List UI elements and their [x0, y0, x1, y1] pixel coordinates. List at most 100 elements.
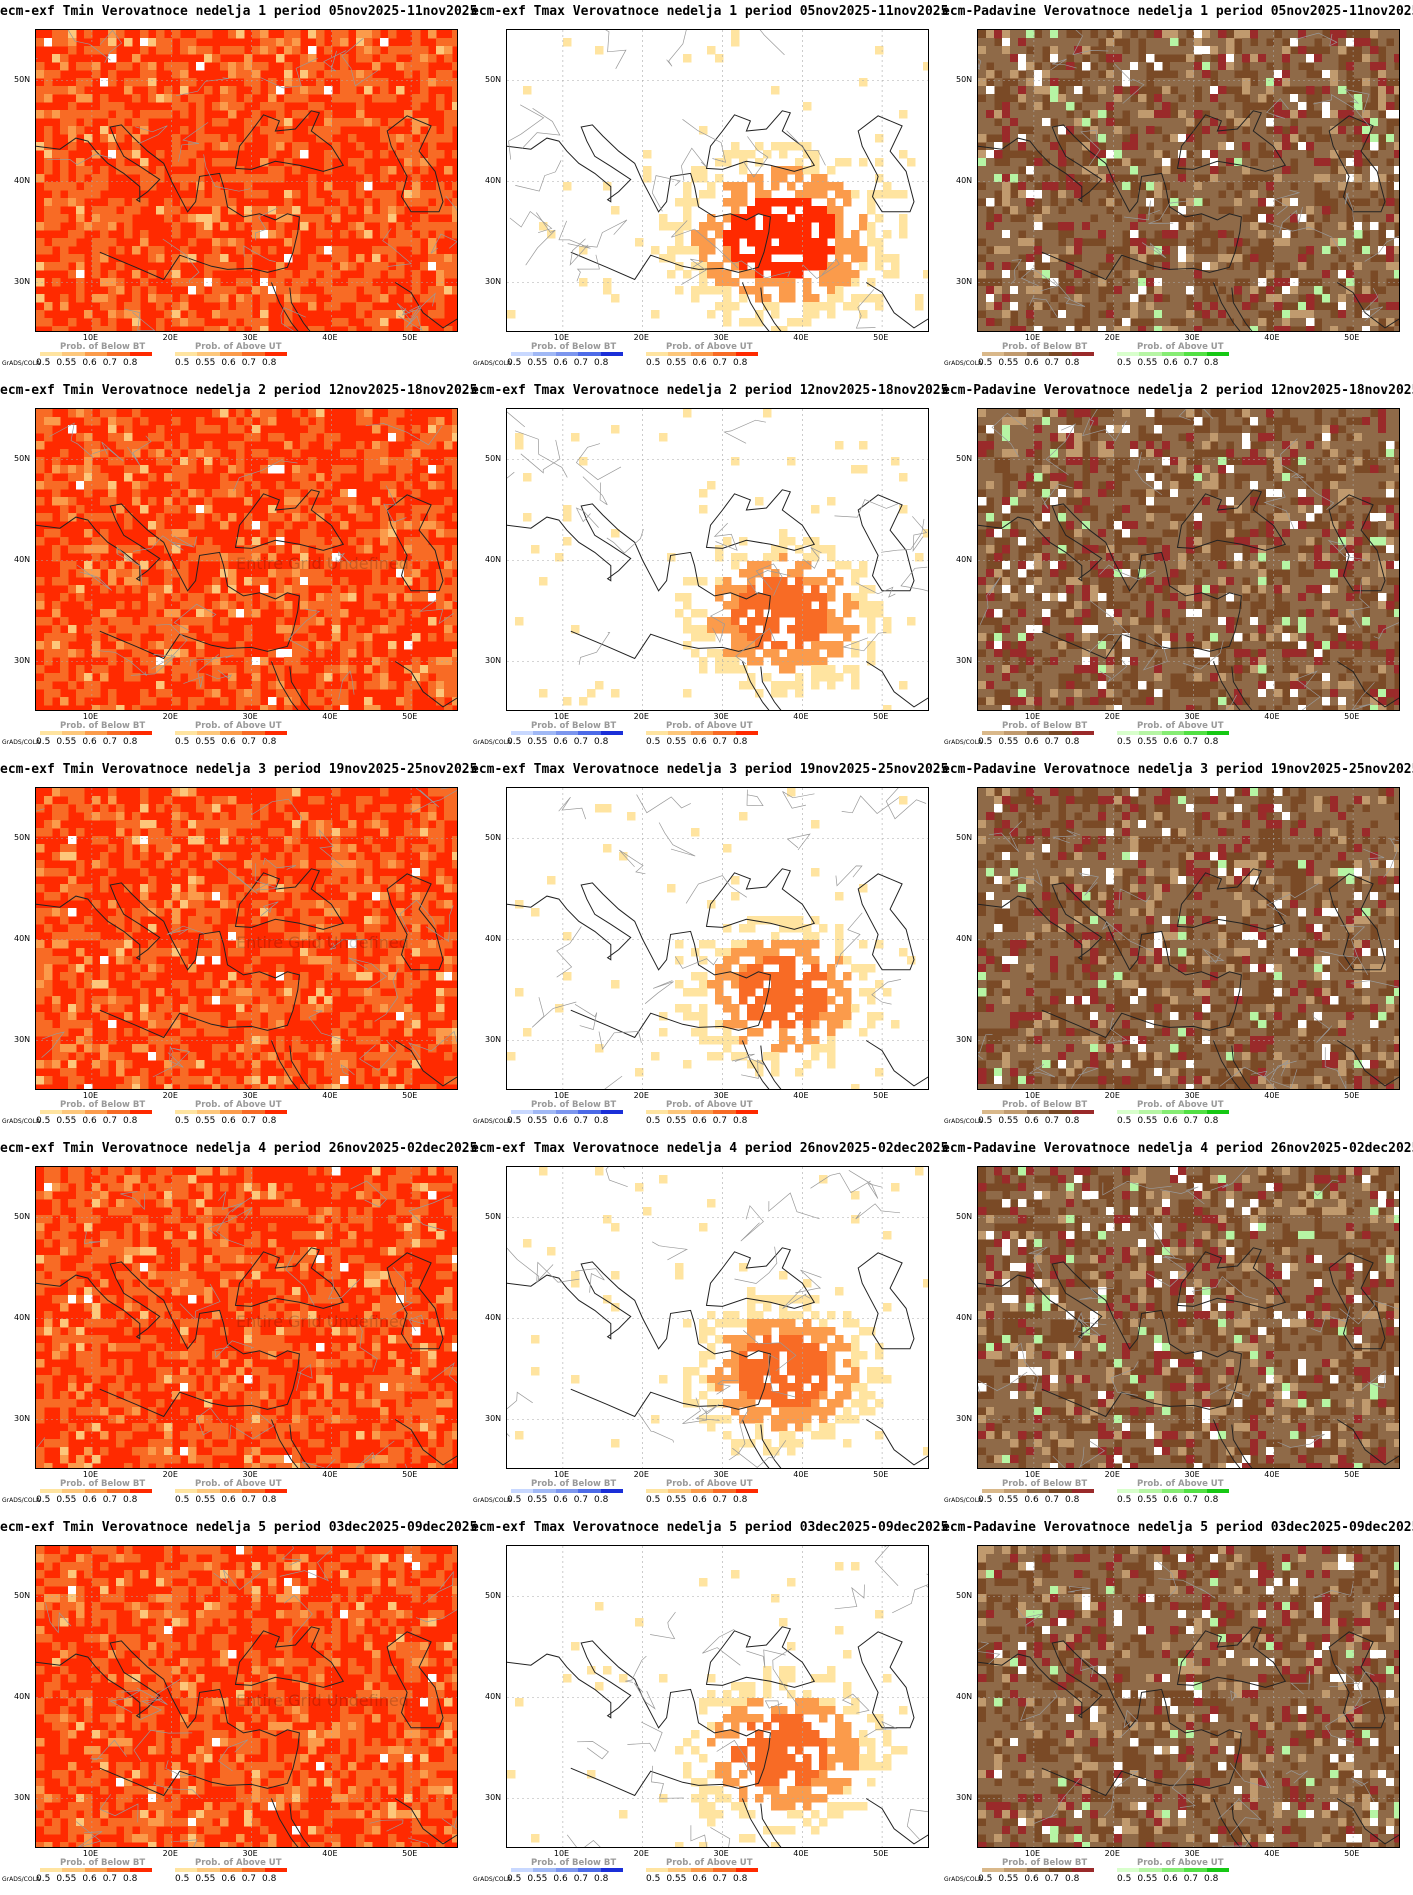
latitude-label: 40N [485, 1691, 502, 1701]
longitude-label: 30E [1184, 333, 1200, 342]
longitude-label: 40E [322, 333, 338, 342]
legend-tick: 0.8 [1204, 358, 1219, 368]
colorbar-swatch [1004, 1868, 1027, 1872]
colorbar-swatch [600, 352, 624, 356]
legend-tick: 0.6 [553, 737, 568, 747]
longitude-label: 20E [162, 1470, 178, 1479]
legend-tick: 0.8 [733, 1116, 748, 1126]
legend-tick: 0.8 [1065, 1495, 1080, 1505]
latitude-label: 30N [14, 1413, 31, 1423]
colorbar-swatch [1004, 731, 1027, 735]
colorbar-swatch [197, 731, 220, 735]
latitude-label: 40N [485, 175, 502, 185]
longitude-label: 50E [1344, 333, 1360, 342]
legend-ticks: 0.5 0.55 0.6 0.7 0.8 [646, 1874, 753, 1884]
legend-tick: 0.7 [1044, 737, 1060, 747]
legend-tick: 0.55 [195, 1874, 216, 1884]
longitude-label: 50E [402, 1091, 418, 1100]
colorbar-swatch [1117, 352, 1140, 356]
legend-ticks: 0.5 0.55 0.6 0.7 0.8 [646, 1116, 753, 1126]
colorbar-swatch [668, 352, 691, 356]
panel-title: ecm-Padavine Verovatnoce nedelja 1 perio… [942, 4, 1413, 19]
latitude-label: 40N [14, 933, 31, 943]
longitude-label: 40E [1264, 712, 1280, 721]
longitude-label: 20E [1104, 712, 1120, 721]
longitude-label: 30E [713, 1470, 729, 1479]
legend-below-title: Prob. of Below BT [1002, 721, 1088, 731]
legend-tick: 0.6 [1163, 1116, 1178, 1126]
legend-above-title: Prob. of Above UT [195, 1479, 282, 1489]
legend-tick: 0.8 [123, 1495, 138, 1505]
longitude-label: 10E [82, 712, 99, 721]
map-panel: ecm-Padavine Verovatnoce nedelja 5 perio… [942, 1516, 1413, 1895]
latitude-label: 50N [956, 832, 973, 842]
colorbar-swatch [1139, 731, 1162, 735]
colorbar-swatch [735, 352, 759, 356]
legend-tick: 0.7 [1044, 1495, 1060, 1505]
colorbar-swatch [1184, 731, 1207, 735]
colorbar-swatch [533, 731, 556, 735]
colorbar-swatch [107, 731, 130, 735]
legend-tick: 0.7 [1183, 358, 1199, 368]
colorbar-swatch [1184, 1110, 1207, 1114]
colorbar-swatch [1026, 1489, 1050, 1493]
colorbar-swatch [600, 731, 624, 735]
legend-above-title: Prob. of Above UT [1137, 342, 1224, 352]
legend-tick: 0.55 [195, 358, 216, 368]
legend-tick: 0.8 [262, 1874, 277, 1884]
latitude-label: 30N [485, 655, 502, 665]
colorbar-swatch [982, 1110, 1005, 1114]
legend-below-colorbar [982, 1489, 1095, 1493]
longitude-label: 10E [1024, 1091, 1041, 1100]
colorbar-swatch [62, 352, 85, 356]
legend-above-title: Prob. of Above UT [195, 721, 282, 731]
panel-title: ecm-exf Tmin Verovatnoce nedelja 4 perio… [0, 1141, 478, 1156]
legend-tick: 0.5 [175, 358, 190, 368]
longitude-label: 20E [1104, 333, 1120, 342]
longitude-label: 40E [1264, 1849, 1280, 1858]
legend-below-title: Prob. of Below BT [60, 1100, 146, 1110]
legend-tick: 0.5 [978, 737, 993, 747]
legend-ticks: 0.5 0.55 0.6 0.7 0.8 [175, 737, 282, 747]
map-field [978, 1546, 1399, 1847]
colorbar-swatch [107, 1489, 130, 1493]
legend-above-colorbar [646, 1489, 759, 1493]
latitude-label: 40N [956, 1691, 973, 1701]
longitude-label: 50E [873, 1849, 889, 1858]
panel-title: ecm-Padavine Verovatnoce nedelja 5 perio… [942, 1520, 1413, 1535]
legend-tick: 0.5 [175, 1874, 190, 1884]
colorbar-swatch [264, 1489, 288, 1493]
legend-tick: 0.7 [102, 358, 118, 368]
colorbar-swatch [600, 1110, 624, 1114]
legend-tick: 0.7 [1044, 358, 1060, 368]
legend-below-colorbar [982, 352, 1095, 356]
map-field [507, 30, 928, 331]
legend-above-title: Prob. of Above UT [195, 1100, 282, 1110]
longitude-label: 40E [793, 1091, 809, 1100]
legend-ticks: 0.5 0.55 0.6 0.7 0.8 [978, 1495, 1085, 1505]
legend-below-colorbar [40, 1489, 153, 1493]
latitude-label: 50N [956, 1590, 973, 1600]
longitude-label: 50E [1344, 1470, 1360, 1479]
colorbar-swatch [1117, 1489, 1140, 1493]
legend-ticks: 0.5 0.55 0.6 0.7 0.8 [175, 358, 282, 368]
grads-credit: GrADS/COLA [2, 1876, 41, 1883]
legend-tick: 0.6 [82, 1116, 97, 1126]
legend-tick: 0.55 [527, 1495, 548, 1505]
legend-tick: 0.55 [666, 737, 687, 747]
probability-map [506, 787, 929, 1090]
colorbar-swatch [668, 1489, 691, 1493]
grads-credit: GrADS/COLA [944, 739, 983, 746]
colorbar-swatch [129, 731, 153, 735]
legend-above-title: Prob. of Above UT [1137, 721, 1224, 731]
legend-tick: 0.8 [594, 1116, 609, 1126]
colorbar-swatch [1184, 352, 1207, 356]
colorbar-swatch [1206, 1110, 1230, 1114]
colorbar-swatch [578, 1868, 601, 1872]
legend-tick: 0.5 [36, 1116, 51, 1126]
colorbar-swatch [40, 1110, 63, 1114]
colorbar-swatch [646, 1489, 669, 1493]
colorbar-swatch [84, 731, 108, 735]
legend-tick: 0.8 [123, 358, 138, 368]
longitude-label: 50E [402, 1470, 418, 1479]
